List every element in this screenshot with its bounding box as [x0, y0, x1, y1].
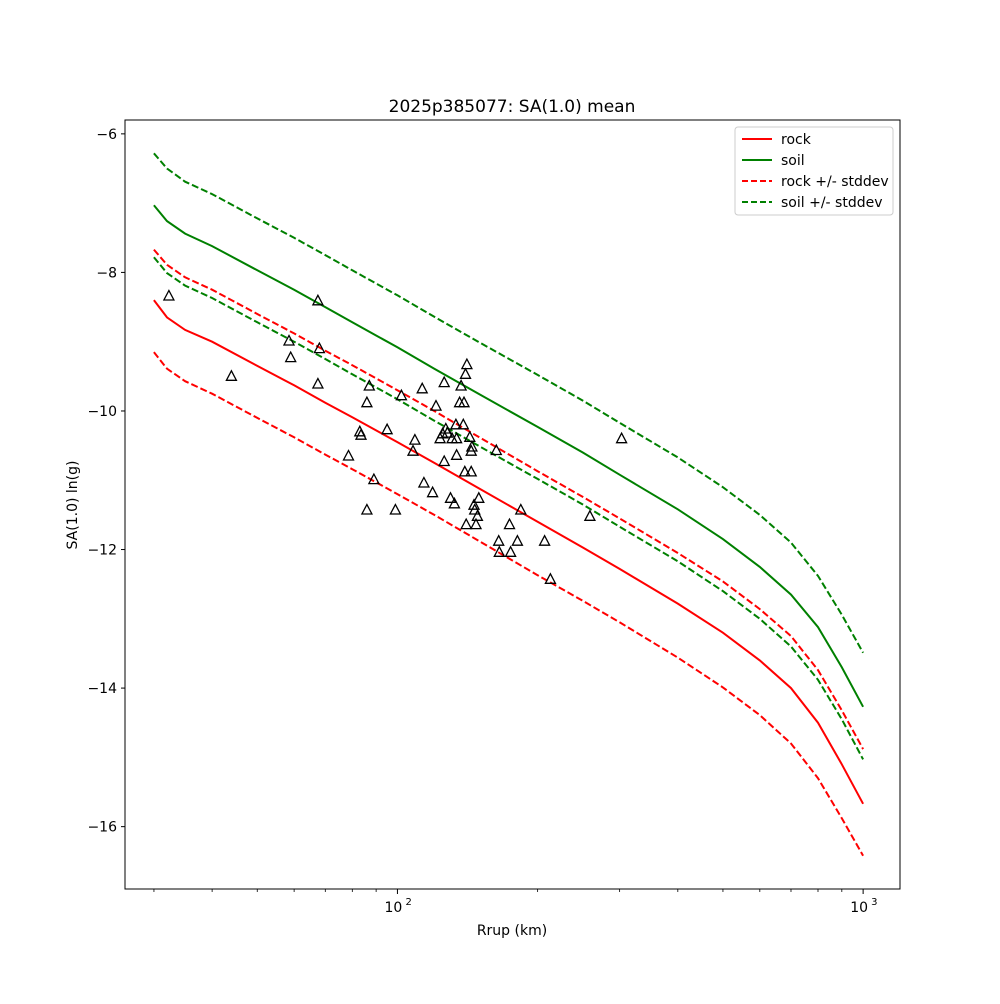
observation-point-16 — [395, 388, 408, 401]
observation-point-51 — [472, 491, 485, 503]
observation-point-0 — [162, 289, 175, 301]
plot-frame — [124, 119, 901, 890]
observation-point-41 — [460, 517, 473, 530]
axes-layer: −16−14−12−10−8−610 2 10 3 — [87, 119, 901, 916]
observation-point-39 — [458, 465, 471, 477]
chart-title: 2025p385077: SA(1.0) mean — [389, 97, 636, 117]
observation-point-50 — [471, 509, 484, 521]
observation-point-11 — [360, 503, 373, 515]
observation-point-1 — [225, 369, 238, 381]
observation-point-48 — [468, 503, 481, 515]
observation-point-37 — [457, 417, 470, 430]
observation-point-42 — [460, 357, 473, 370]
y-tick-label-0: −16 — [87, 820, 117, 836]
observation-point-31 — [448, 496, 461, 509]
y-tick-label-5: −6 — [96, 127, 117, 143]
observation-point-5 — [311, 377, 324, 389]
y-tick-label-3: −10 — [87, 404, 117, 420]
observation-point-58 — [514, 503, 527, 515]
observation-layer — [162, 289, 628, 584]
observation-point-29 — [444, 491, 457, 503]
series-line-rock-stddev-2 — [153, 248, 864, 750]
series-line-stddev-bound-3 — [153, 351, 864, 857]
observation-point-18 — [408, 433, 421, 445]
x-tick-label-0: 10 — [385, 900, 403, 916]
observation-point-33 — [450, 431, 463, 444]
observation-point-57 — [511, 534, 524, 546]
observation-point-26 — [438, 454, 451, 467]
observation-point-43 — [463, 430, 476, 442]
legend: rock soil rock +/- stddev soil +/- stddev — [734, 126, 894, 216]
observation-point-14 — [381, 422, 394, 435]
observation-point-34 — [450, 448, 463, 460]
observation-point-21 — [426, 485, 439, 498]
legend-label-rock-stddev: rock +/- stddev — [781, 174, 889, 190]
y-axis-label: SA(1.0) ln(g) — [65, 461, 81, 550]
observation-point-17 — [406, 444, 420, 456]
observation-point-61 — [583, 509, 596, 521]
y-tick-label-1: −14 — [87, 681, 117, 697]
observation-point-56 — [504, 545, 517, 557]
observation-point-36 — [455, 379, 468, 391]
observation-point-28 — [441, 426, 454, 438]
legend-box — [734, 126, 894, 216]
observation-point-32 — [449, 417, 462, 430]
x-tick-label-1: 10 — [850, 900, 868, 916]
observation-point-13 — [367, 472, 380, 485]
observation-point-60 — [544, 572, 557, 584]
observation-point-7 — [342, 449, 355, 461]
observation-point-4 — [311, 293, 324, 306]
y-tick-label-4: −8 — [96, 265, 117, 281]
observation-point-49 — [469, 517, 483, 530]
x-axis-label: Rrup (km) — [477, 923, 547, 939]
observation-point-12 — [363, 379, 376, 391]
observation-point-19 — [416, 381, 429, 394]
observation-point-52 — [490, 443, 503, 456]
series-line-rock-0 — [153, 299, 864, 805]
legend-items: rock soil rock +/- stddev soil +/- stddev — [742, 132, 889, 211]
series-line-soil-stddev-4 — [153, 152, 864, 654]
observation-point-55 — [503, 517, 516, 530]
legend-label-rock: rock — [781, 132, 812, 148]
observation-point-46 — [465, 440, 478, 452]
observation-point-9 — [354, 428, 368, 440]
series-line-soil-1 — [153, 204, 864, 708]
observation-point-22 — [429, 399, 443, 411]
observation-point-44 — [465, 465, 478, 477]
y-tick-label-2: −12 — [87, 543, 117, 559]
observation-point-53 — [492, 534, 505, 546]
observation-point-15 — [389, 503, 402, 515]
x-tick-exponent-1: 3 — [871, 897, 877, 908]
observation-point-40 — [459, 367, 472, 379]
observation-point-3 — [284, 350, 297, 363]
legend-label-soil-stddev: soil +/- stddev — [781, 195, 883, 211]
observation-point-20 — [417, 476, 430, 488]
observation-point-2 — [282, 334, 296, 346]
observation-point-54 — [493, 545, 506, 557]
observation-point-47 — [467, 498, 481, 510]
observation-point-38 — [457, 395, 471, 408]
x-tick-exponent-0: 2 — [405, 897, 411, 908]
observation-point-62 — [615, 431, 628, 444]
observation-point-6 — [313, 341, 326, 354]
legend-label-soil: soil — [781, 153, 805, 169]
observation-point-25 — [438, 375, 451, 388]
observation-point-10 — [360, 395, 373, 408]
observation-point-59 — [538, 534, 551, 546]
